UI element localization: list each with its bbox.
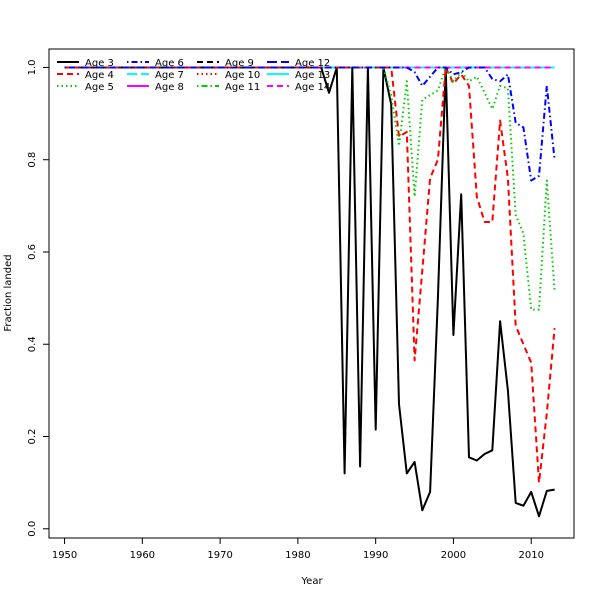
legend-label-age-4: Age 4 xyxy=(85,70,114,81)
y-tick-label: 0.4 xyxy=(27,336,38,352)
legend-label-age-12: Age 12 xyxy=(295,58,330,69)
x-tick-label: 2000 xyxy=(441,550,466,561)
x-tick-label: 1950 xyxy=(52,550,77,561)
legend-label-age-5: Age 5 xyxy=(85,82,114,93)
legend-label-age-3: Age 3 xyxy=(85,58,114,69)
x-tick-label: 2010 xyxy=(518,550,543,561)
y-axis: 0.0 0.2 0.4 0.6 0.8 1.0 xyxy=(27,59,50,537)
legend-label-age-11: Age 11 xyxy=(225,82,260,93)
y-axis-title: Fraction landed xyxy=(3,254,14,331)
y-tick-label: 0.8 xyxy=(27,152,38,168)
series-layer xyxy=(64,66,556,518)
y-tick-label: 0.6 xyxy=(27,244,38,260)
x-tick-label: 1980 xyxy=(285,550,310,561)
x-tick-label: 1960 xyxy=(130,550,155,561)
y-tick-label: 0.0 xyxy=(27,521,38,537)
y-tick-label: 0.2 xyxy=(27,429,38,445)
series-line-age-6 xyxy=(64,66,556,182)
legend-label-age-8: Age 8 xyxy=(155,82,184,93)
legend-label-age-9: Age 9 xyxy=(225,58,254,69)
legend-label-age-13: Age 13 xyxy=(295,70,330,81)
x-tick-label: 1970 xyxy=(207,550,232,561)
y-tick-label: 1.0 xyxy=(27,59,38,75)
legend-label-age-10: Age 10 xyxy=(225,70,260,81)
x-axis: 1950 1960 1970 1980 1990 2000 2010 xyxy=(52,537,544,561)
legend-label-age-14: Age 14 xyxy=(295,82,330,93)
x-tick-label: 1990 xyxy=(363,550,388,561)
legend-label-age-6: Age 6 xyxy=(155,58,184,69)
x-axis-title: Year xyxy=(300,576,323,587)
legend-label-age-7: Age 7 xyxy=(155,70,184,81)
